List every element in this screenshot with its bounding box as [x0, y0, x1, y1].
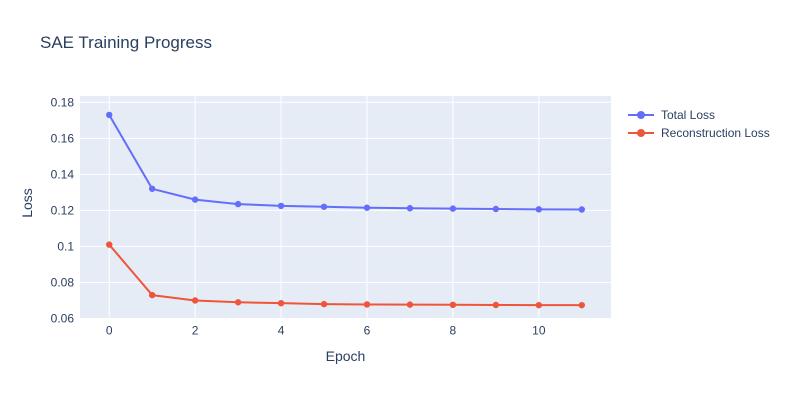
data-point-marker[interactable] [191, 297, 199, 304]
data-point-marker[interactable] [535, 206, 543, 213]
data-point-marker[interactable] [106, 241, 113, 248]
y-tick-labels: 0.06 0.08 0.1 0.12 0.14 0.16 0.18 [51, 95, 75, 325]
svg-text:0.18: 0.18 [51, 95, 75, 109]
data-point-marker[interactable] [148, 291, 156, 299]
data-point-marker[interactable] [106, 111, 113, 119]
series-line [108, 114, 582, 211]
svg-text:10: 10 [532, 324, 546, 338]
data-point-marker[interactable] [148, 185, 156, 192]
legend-label: Total Loss [661, 108, 716, 122]
data-point-marker[interactable] [277, 299, 285, 307]
svg-text:4: 4 [278, 324, 285, 338]
svg-text:0.16: 0.16 [51, 131, 75, 145]
legend-label: Reconstruction Loss [661, 126, 770, 140]
data-point-marker[interactable] [492, 301, 500, 309]
svg-text:0.1: 0.1 [57, 239, 74, 253]
data-point-marker[interactable] [234, 299, 242, 306]
data-point-marker[interactable] [578, 301, 585, 309]
data-point-marker[interactable] [363, 204, 371, 211]
data-point-marker[interactable] [406, 301, 414, 308]
svg-text:0.06: 0.06 [51, 312, 75, 326]
data-point-marker[interactable] [406, 205, 414, 212]
data-point-marker[interactable] [449, 205, 457, 212]
data-point-marker[interactable] [320, 300, 328, 308]
data-point-marker[interactable] [234, 200, 242, 208]
total-loss-line-icon [628, 110, 654, 120]
reconstruction-loss-line-icon [628, 128, 654, 138]
svg-text:2: 2 [192, 324, 199, 338]
data-point-marker[interactable] [449, 301, 457, 309]
chart-title: SAE Training Progress [40, 33, 212, 52]
series-reconstruction-loss[interactable] [106, 241, 585, 309]
legend: Total Loss Reconstruction Loss [628, 106, 770, 142]
series-total-loss[interactable] [106, 111, 585, 213]
svg-text:6: 6 [364, 324, 371, 338]
gridlines [80, 96, 611, 319]
svg-text:0.12: 0.12 [51, 203, 75, 217]
data-point-marker[interactable] [363, 301, 371, 308]
svg-text:0: 0 [106, 324, 113, 338]
y-axis-title: Loss [19, 188, 35, 218]
svg-text:0.08: 0.08 [51, 275, 75, 289]
data-point-marker[interactable] [191, 196, 199, 203]
data-point-marker[interactable] [320, 203, 328, 210]
data-point-marker[interactable] [492, 205, 500, 213]
data-point-marker[interactable] [578, 206, 585, 213]
x-axis-title: Epoch [325, 348, 366, 364]
svg-text:8: 8 [450, 324, 457, 338]
legend-item-reconstruction-loss[interactable]: Reconstruction Loss [628, 124, 770, 142]
series-line [108, 243, 582, 307]
data-point-marker[interactable] [277, 202, 285, 210]
data-point-marker[interactable] [535, 301, 543, 309]
svg-text:0.14: 0.14 [51, 167, 75, 181]
x-tick-labels: 0 2 4 6 8 10 [106, 324, 546, 338]
legend-item-total-loss[interactable]: Total Loss [628, 106, 770, 124]
